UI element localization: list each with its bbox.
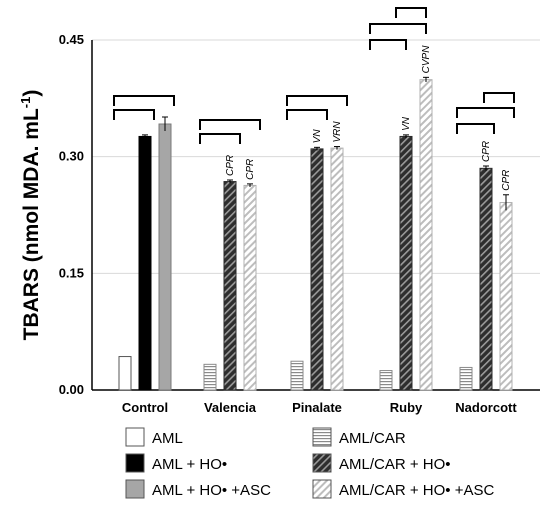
bar-annotation: VN — [312, 129, 323, 144]
bar — [203, 363, 217, 391]
significance-bracket — [456, 107, 515, 118]
y-tick-label: 0.30 — [59, 149, 84, 164]
bar — [330, 147, 344, 391]
significance-bracket — [199, 133, 241, 144]
significance-bracket — [113, 109, 155, 120]
y-axis-label-close: ) — [20, 90, 43, 97]
y-tick-label: 0.00 — [59, 382, 84, 397]
legend-swatch — [125, 453, 145, 473]
x-tick-label: Control — [122, 400, 168, 415]
bar — [419, 79, 433, 391]
significance-bracket — [369, 23, 427, 34]
x-tick-label: Nadorcott — [455, 400, 517, 415]
legend-label: AML + HO• — [152, 456, 227, 473]
bar — [223, 181, 237, 391]
bar — [290, 360, 304, 391]
bar — [138, 135, 152, 391]
bar — [499, 202, 513, 391]
bar-annotation: CPR — [225, 155, 236, 176]
significance-bracket — [113, 95, 175, 106]
bar-annotation: CPR — [245, 159, 256, 180]
significance-bracket — [199, 119, 261, 130]
legend-label: AML — [152, 430, 183, 447]
x-tick-label: Ruby — [390, 400, 423, 415]
significance-bracket — [286, 95, 348, 106]
bar-annotation: CPR — [501, 170, 512, 191]
legend: AML AML/CAR AML + HO• AML/CAR + HO• AML + HO… — [125, 427, 494, 499]
legend-label: AML + HO• +ASC — [152, 482, 271, 499]
bar — [459, 366, 473, 391]
bar — [118, 356, 132, 391]
significance-bracket — [395, 7, 427, 18]
legend-swatch — [312, 453, 332, 473]
legend-swatch — [125, 479, 145, 499]
bar — [310, 148, 324, 391]
significance-bracket — [369, 39, 407, 50]
bars — [118, 76, 513, 391]
y-axis-label: TBARS (nmol MDA. mL-1) — [18, 90, 43, 341]
y-tick-label: 0.15 — [59, 265, 84, 280]
bar — [158, 123, 172, 391]
significance-bracket — [456, 123, 495, 134]
significance-bracket — [286, 109, 328, 120]
bar — [399, 135, 413, 391]
legend-label: AML/CAR + HO• — [339, 456, 451, 473]
legend-swatch — [312, 479, 332, 499]
bar-annotations: CPR CPR VN VRN VN CVPN CPR CPR — [225, 45, 512, 191]
legend-label: AML/CAR — [339, 430, 406, 447]
significance-brackets — [113, 7, 515, 144]
bar — [243, 184, 257, 391]
y-axis-label-superscript: -1 — [18, 97, 33, 109]
x-tick-label: Pinalate — [292, 400, 342, 415]
significance-bracket — [483, 92, 515, 103]
legend-swatch — [125, 427, 145, 447]
y-tick-label: 0.45 — [59, 32, 84, 47]
bar-annotation: VN — [401, 116, 412, 131]
legend-swatch — [312, 427, 332, 447]
bar — [479, 167, 493, 391]
bar-annotation: CPR — [481, 141, 492, 162]
bar-annotation: VRN — [332, 121, 343, 143]
y-axis-label-main: TBARS (nmol MDA. mL — [20, 108, 43, 340]
legend-label: AML/CAR + HO• +ASC — [339, 482, 494, 499]
x-tick-label: Valencia — [204, 400, 257, 415]
bar-annotation: CVPN — [421, 45, 432, 74]
bar — [379, 370, 393, 391]
